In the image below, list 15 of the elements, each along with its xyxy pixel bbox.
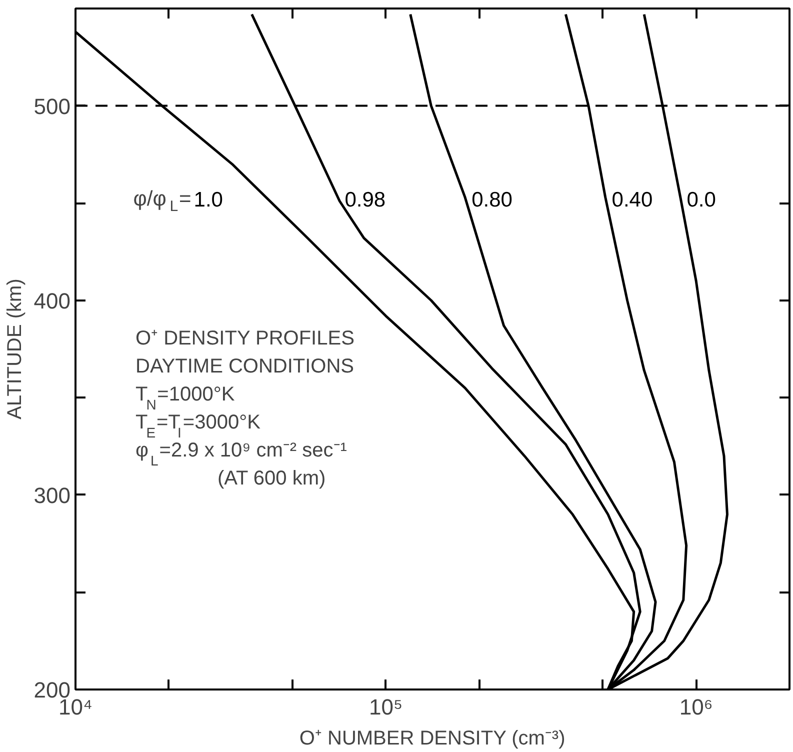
y-tick-label: 400 (34, 288, 71, 314)
series-label: 0.40 (612, 188, 653, 212)
annotation: (AT 600 km) (218, 468, 326, 490)
annotation: DAYTIME CONDITIONS (136, 356, 354, 378)
annotation: O⁺ DENSITY PROFILES (136, 328, 354, 350)
y-tick-label: 300 (34, 482, 71, 508)
x-tick-label: 10⁵ (369, 694, 403, 720)
series-label: 0.0 (686, 188, 716, 212)
x-tick-label: 10⁶ (679, 694, 713, 720)
series-label: 0.98 (344, 188, 386, 212)
x-axis-title: O⁺ NUMBER DENSITY (cm⁻³) (299, 728, 566, 750)
y-tick-label: 500 (34, 94, 71, 119)
series-label: 1.0 (194, 188, 223, 212)
series-label: 0.80 (472, 188, 512, 212)
y-axis-title: ALTITUDE (km) (4, 278, 26, 420)
